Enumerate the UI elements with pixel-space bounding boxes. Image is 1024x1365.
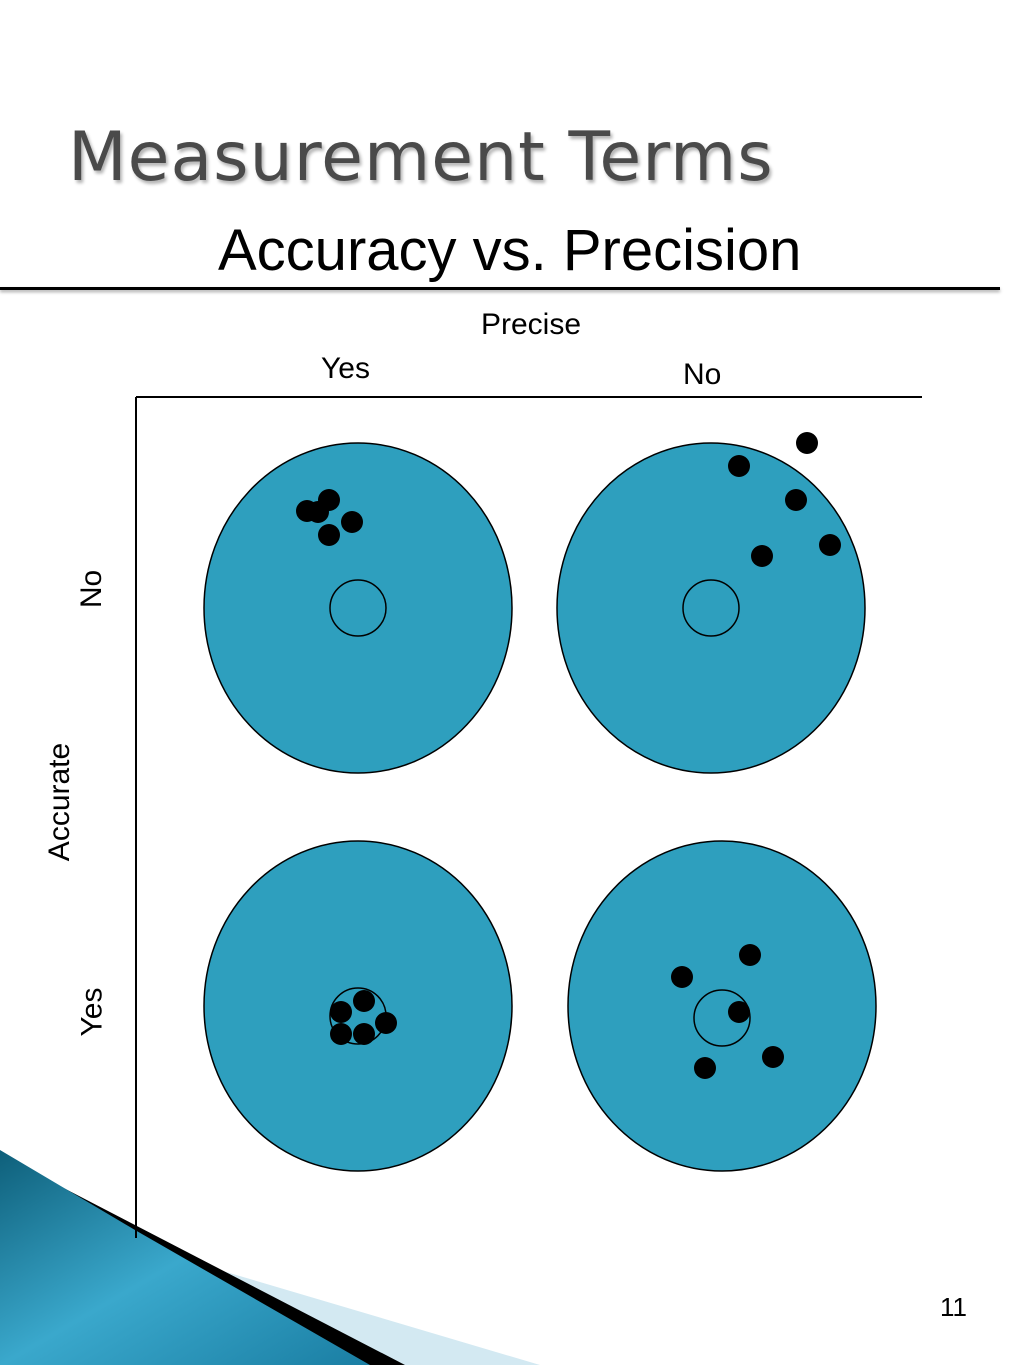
slide-title: Measurement Terms [68,118,774,197]
target-not-precise-not-accurate [556,432,866,774]
target-precise-accurate [203,840,513,1172]
shot-dot [671,966,693,988]
shot-dot [318,524,340,546]
target-board [567,840,877,1172]
bullseye [693,989,751,1047]
shot-dot [739,944,761,966]
page-number: 11 [940,1292,967,1322]
target-precise-not-accurate [203,442,513,774]
shot-dot [330,1001,352,1023]
title-divider [0,287,1000,290]
shot-dot [785,489,807,511]
target-board [203,442,513,774]
shot-dot [762,1046,784,1068]
shot-dot [694,1057,716,1079]
shot-dot [819,534,841,556]
shot-dot [728,455,750,477]
shot-dot [318,489,340,511]
target-board [556,442,866,774]
bullseye [682,579,740,637]
column-label-no: No [683,358,722,391]
shot-dot [330,1023,352,1045]
corner-deco-blue [0,1150,370,1365]
shot-dot [375,1012,397,1034]
shot-dot [796,432,818,454]
shot-dot [353,990,375,1012]
column-label-yes: Yes [321,352,370,385]
bullseye [329,579,387,637]
precise-axis-label: Precise [481,308,582,341]
slide-subtitle: Accuracy vs. Precision [218,218,802,283]
shot-dot [728,1001,750,1023]
shot-dot [751,545,773,567]
shot-dot [341,511,363,533]
shot-dot [353,1023,375,1045]
target-not-precise-accurate [567,840,877,1172]
